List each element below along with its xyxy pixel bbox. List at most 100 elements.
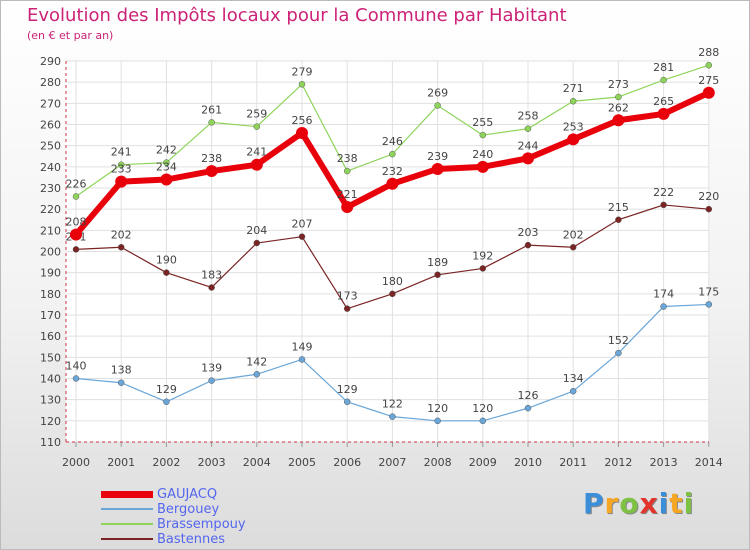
x-tick-label: 2007 — [378, 456, 406, 469]
y-tick-label: 270 — [40, 97, 61, 110]
y-tick-label: 160 — [40, 330, 61, 343]
point-brassempouy — [660, 76, 667, 84]
data-label-brassempouy: 269 — [427, 86, 448, 99]
data-label-bastennes: 173 — [337, 290, 358, 303]
legend-swatch — [101, 491, 153, 498]
point-bastennes — [253, 239, 261, 247]
x-tick-label: 2000 — [62, 456, 90, 469]
y-tick-label: 130 — [40, 394, 61, 407]
point-brassempouy — [615, 93, 622, 101]
point-bastennes — [343, 305, 351, 312]
x-tick-label: 2011 — [559, 456, 587, 469]
y-tick-label: 190 — [40, 267, 61, 280]
data-label-brassempouy: 273 — [608, 78, 629, 91]
point-bergouey — [117, 379, 125, 386]
point-gaujacq — [115, 175, 128, 188]
data-label-gaujacq: 239 — [427, 150, 448, 163]
x-tick-label: 2003 — [198, 456, 226, 469]
y-tick-label: 230 — [40, 182, 61, 195]
x-tick-label: 2013 — [650, 456, 678, 469]
data-label-bastennes: 207 — [292, 218, 313, 231]
point-bastennes — [705, 205, 713, 213]
data-label-gaujacq: 253 — [563, 120, 584, 133]
point-bergouey — [524, 404, 532, 412]
x-tick-label: 2002 — [152, 456, 180, 469]
point-bergouey — [163, 398, 170, 406]
point-bastennes — [117, 244, 125, 251]
point-gaujacq — [296, 126, 308, 139]
data-label-gaujacq: 262 — [608, 101, 629, 114]
x-tick-label: 2005 — [288, 456, 316, 469]
point-brassempouy — [163, 159, 170, 166]
point-bergouey — [72, 375, 80, 382]
chart-title: Evolution des Impôts locaux pour la Comm… — [27, 5, 567, 26]
point-gaujacq — [522, 152, 534, 165]
data-label-brassempouy: 288 — [698, 46, 719, 59]
logo-letter: i — [658, 487, 670, 520]
point-brassempouy — [253, 123, 261, 130]
point-bastennes — [660, 201, 667, 209]
data-label-gaujacq: 244 — [518, 139, 539, 152]
point-bergouey — [208, 377, 215, 384]
point-bastennes — [72, 246, 80, 253]
legend-label: Bergouey — [157, 502, 220, 517]
data-label-brassempouy: 271 — [563, 82, 584, 95]
point-bastennes — [615, 216, 622, 223]
data-label-gaujacq: 275 — [698, 74, 719, 87]
y-tick-label: 250 — [40, 140, 61, 153]
data-label-bergouey: 149 — [292, 340, 313, 353]
point-bergouey — [705, 301, 713, 308]
point-brassempouy — [524, 125, 532, 132]
logo-letter: r — [604, 487, 620, 520]
point-bastennes — [569, 244, 577, 251]
y-tick-label: 220 — [40, 203, 61, 216]
point-gaujacq — [657, 107, 670, 120]
point-gaujacq — [567, 133, 580, 146]
legend-swatch — [101, 508, 153, 510]
y-tick-label: 140 — [40, 373, 61, 386]
point-brassempouy — [569, 97, 577, 105]
data-label-gaujacq: 208 — [66, 216, 87, 229]
point-bastennes — [208, 284, 215, 291]
point-gaujacq — [70, 228, 82, 241]
point-bergouey — [389, 413, 396, 420]
x-tick-label: 2012 — [604, 456, 632, 469]
data-label-bastennes: 190 — [156, 254, 177, 267]
point-gaujacq — [250, 158, 263, 171]
logo-letter: x — [639, 487, 659, 520]
data-label-gaujacq: 265 — [653, 95, 674, 108]
data-label-gaujacq: 221 — [337, 188, 358, 201]
y-tick-label: 110 — [40, 436, 61, 449]
data-label-brassempouy: 226 — [66, 177, 87, 190]
point-gaujacq — [612, 114, 625, 127]
point-brassempouy — [117, 161, 125, 168]
y-tick-label: 150 — [40, 351, 61, 364]
data-label-brassempouy: 258 — [518, 110, 539, 123]
y-tick-label: 260 — [40, 119, 61, 132]
point-gaujacq — [205, 165, 218, 178]
point-bastennes — [163, 269, 170, 276]
data-label-gaujacq: 233 — [111, 163, 132, 176]
proxiti-logo: Proxiti — [583, 487, 694, 520]
legend-label: GAUJACQ — [157, 487, 218, 502]
point-gaujacq — [341, 201, 354, 214]
point-bergouey — [660, 303, 667, 310]
data-label-bergouey: 129 — [156, 383, 177, 396]
x-tick-label: 2014 — [695, 456, 723, 469]
data-label-bastennes: 222 — [653, 186, 674, 199]
data-label-bergouey: 175 — [698, 285, 719, 298]
y-tick-label: 210 — [40, 224, 61, 237]
point-bastennes — [479, 265, 487, 272]
data-label-bastennes: 202 — [563, 228, 584, 241]
legend-swatch — [101, 523, 153, 525]
data-label-brassempouy: 241 — [111, 146, 132, 159]
point-gaujacq — [702, 86, 715, 99]
data-label-bergouey: 142 — [246, 355, 267, 368]
data-label-brassempouy: 255 — [472, 116, 493, 129]
point-bergouey — [569, 387, 577, 395]
data-label-bastennes: 192 — [472, 249, 493, 262]
data-label-bergouey: 140 — [66, 360, 87, 373]
logo-letter: P — [583, 487, 605, 520]
data-label-gaujacq: 241 — [246, 146, 267, 159]
point-bergouey — [253, 371, 261, 378]
